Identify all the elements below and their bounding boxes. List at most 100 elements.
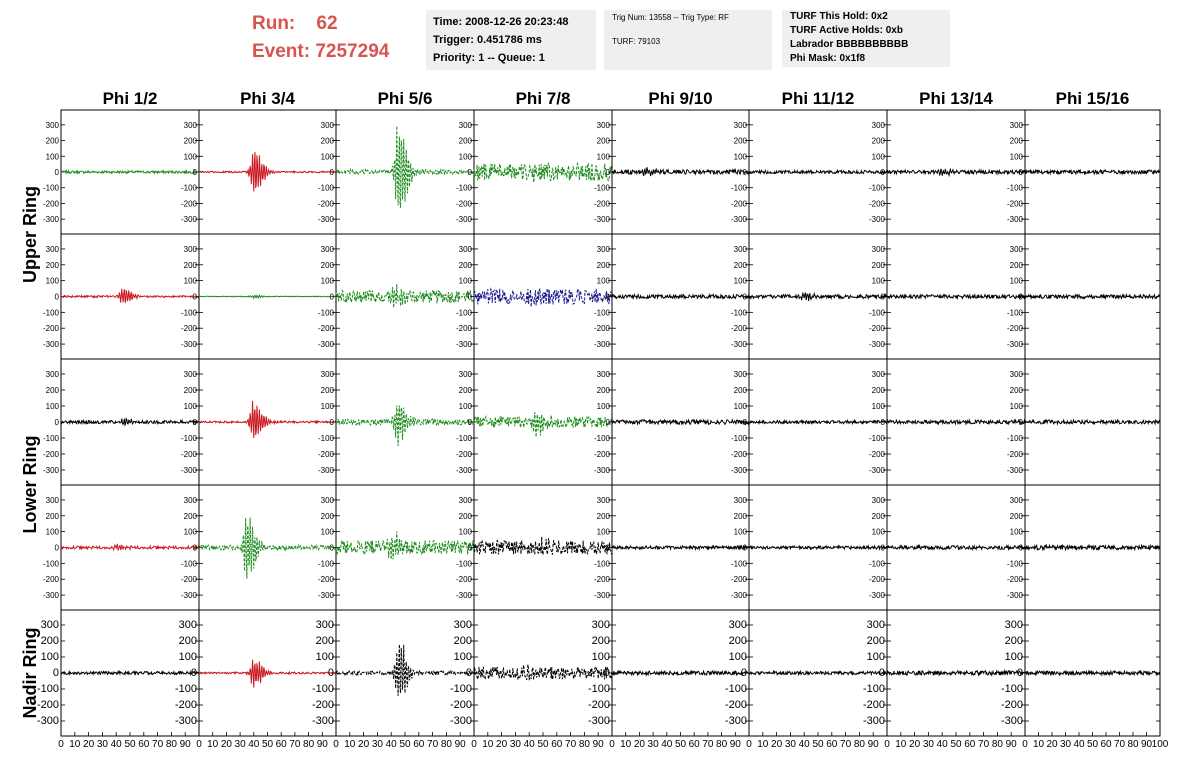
y-tick-label: -200: [869, 450, 886, 459]
y-tick-label: 300: [184, 496, 198, 505]
y-tick-label: 300: [184, 121, 198, 130]
x-tick-label: 10: [757, 739, 769, 750]
y-tick-label: 200: [734, 137, 748, 146]
waveform-trace: [60, 417, 200, 427]
y-tick-label: -300: [594, 466, 611, 475]
y-tick-label: -100: [725, 683, 747, 695]
x-tick-label: 20: [358, 739, 370, 750]
y-tick-label: 100: [459, 152, 473, 161]
waveform-trace: [335, 283, 475, 308]
y-tick-label: -300: [181, 591, 198, 600]
y-tick-label: 0: [468, 544, 473, 553]
x-tick-label: 50: [537, 739, 549, 750]
waveform-trace: [199, 517, 337, 579]
y-tick-label: 300: [46, 245, 60, 254]
waveform-trace: [886, 668, 1026, 677]
y-tick-label: 200: [872, 512, 886, 521]
x-tick-label: 30: [648, 739, 660, 750]
y-tick-label: -300: [1007, 215, 1024, 224]
waveform-trace: [1024, 543, 1161, 552]
x-tick-label: 40: [799, 739, 811, 750]
y-tick-label: 100: [184, 277, 198, 286]
y-tick-label: 0: [606, 293, 611, 302]
event-label: Event:: [252, 41, 311, 62]
waveform-trace: [1024, 168, 1161, 176]
y-tick-label: 200: [734, 261, 748, 270]
y-tick-label: -200: [588, 699, 610, 711]
y-tick-label: 100: [734, 277, 748, 286]
y-tick-label: 200: [872, 261, 886, 270]
y-tick-label: 300: [872, 496, 886, 505]
y-tick-label: -200: [594, 199, 611, 208]
x-tick-label: 0: [884, 739, 890, 750]
y-tick-label: 200: [459, 261, 473, 270]
y-tick-label: 200: [872, 137, 886, 146]
y-tick-label: 0: [1019, 544, 1024, 553]
y-tick-label: -100: [1007, 308, 1024, 317]
y-tick-label: -100: [175, 683, 197, 695]
waveform-trace: [611, 167, 750, 177]
x-tick-label: 80: [579, 739, 591, 750]
y-tick-label: -200: [43, 575, 60, 584]
y-tick-label: -200: [43, 199, 60, 208]
turf-this-hold-text: TURF This Hold: 0x2: [790, 11, 888, 22]
x-tick-label: 20: [1046, 739, 1058, 750]
waveform-trace: [335, 644, 475, 696]
y-tick-label: 100: [592, 651, 610, 663]
y-tick-label: 0: [55, 293, 60, 302]
trig-num-box: Trig Num: 13558 -- Trig Type: RF TURF: 7…: [604, 10, 772, 70]
x-tick-label: 60: [826, 739, 838, 750]
y-tick-label: 0: [55, 544, 60, 553]
y-tick-label: -100: [731, 184, 748, 193]
y-tick-label: 300: [46, 496, 60, 505]
y-tick-label: 100: [184, 402, 198, 411]
y-tick-label: -200: [318, 450, 335, 459]
x-tick-label: 40: [1073, 739, 1085, 750]
y-tick-label: -200: [181, 575, 198, 584]
y-tick-label: 300: [1010, 121, 1024, 130]
y-tick-label: 0: [191, 667, 197, 679]
y-tick-label: -200: [731, 450, 748, 459]
y-tick-label: -100: [869, 559, 886, 568]
y-tick-label: 100: [459, 528, 473, 537]
y-tick-label: 200: [1010, 137, 1024, 146]
y-tick-label: 100: [321, 528, 335, 537]
y-tick-label: 200: [454, 635, 472, 647]
y-tick-label: 200: [597, 512, 611, 521]
y-tick-label: 0: [468, 293, 473, 302]
y-tick-label: 0: [193, 544, 198, 553]
y-tick-label: -100: [588, 683, 610, 695]
waveform-trace: [473, 536, 613, 555]
waveform-trace: [886, 543, 1026, 552]
y-tick-label: -200: [181, 450, 198, 459]
y-tick-label: 0: [879, 667, 885, 679]
y-tick-label: 100: [1010, 152, 1024, 161]
y-tick-label: -300: [456, 340, 473, 349]
y-tick-label: 200: [179, 635, 197, 647]
y-tick-label: -100: [594, 434, 611, 443]
y-tick-label: 0: [743, 293, 748, 302]
waveform-trace: [198, 659, 337, 688]
y-tick-label: 0: [606, 544, 611, 553]
y-tick-label: 100: [597, 277, 611, 286]
y-tick-label: -300: [43, 466, 60, 475]
y-tick-label: 200: [1010, 261, 1024, 270]
y-tick-label: -300: [43, 340, 60, 349]
trigger-info-box: Time: 2008-12-26 20:23:48 Trigger: 0.451…: [426, 10, 596, 70]
y-tick-label: -200: [1007, 199, 1024, 208]
y-tick-label: 100: [872, 152, 886, 161]
x-tick-label: 60: [551, 739, 563, 750]
y-tick-label: 300: [867, 619, 885, 631]
y-tick-label: 0: [606, 168, 611, 177]
waveform-trace: [198, 294, 337, 300]
x-tick-label: 60: [964, 739, 976, 750]
y-tick-label: 200: [321, 261, 335, 270]
y-tick-label: -300: [594, 340, 611, 349]
y-tick-label: -300: [869, 215, 886, 224]
waveform-trace: [335, 531, 475, 560]
y-tick-label: 0: [466, 667, 472, 679]
y-tick-label: 200: [46, 386, 60, 395]
y-tick-label: 100: [734, 152, 748, 161]
y-tick-label: 300: [41, 619, 59, 631]
y-tick-label: 100: [46, 402, 60, 411]
